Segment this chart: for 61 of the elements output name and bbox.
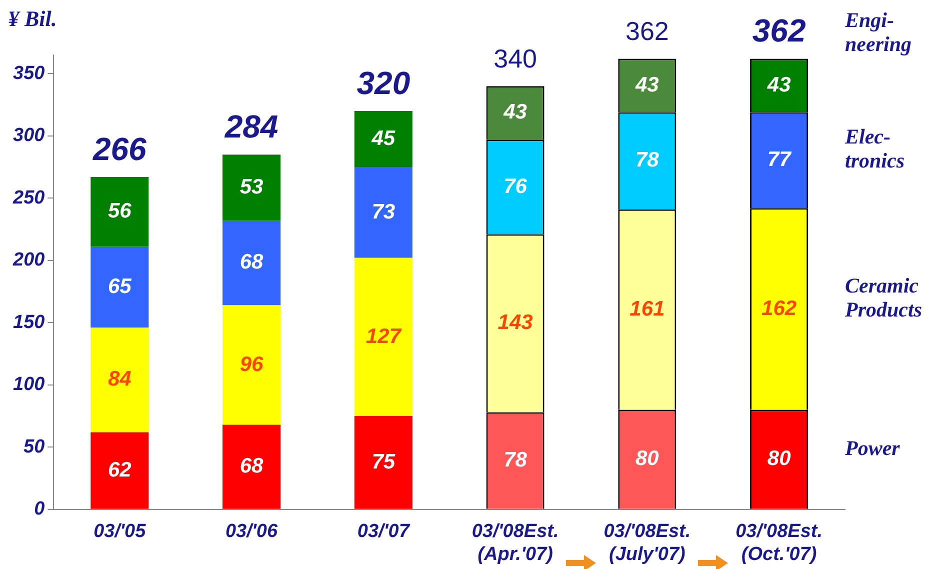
series-label: Power bbox=[844, 436, 901, 460]
y-tick-label: 200 bbox=[12, 250, 46, 271]
bar bbox=[90, 432, 149, 509]
total-label: 284 bbox=[224, 108, 278, 144]
data-label: 162 bbox=[762, 296, 797, 320]
bar bbox=[222, 424, 281, 509]
data-label: 53 bbox=[240, 175, 264, 198]
data-label: 78 bbox=[635, 148, 660, 172]
data-label: 77 bbox=[767, 148, 792, 171]
total-label: 266 bbox=[92, 130, 147, 167]
y-tick-label: 50 bbox=[24, 436, 46, 458]
y-tick-label: 0 bbox=[34, 498, 46, 520]
total-label: 362 bbox=[625, 16, 669, 46]
data-label: 43 bbox=[502, 100, 528, 124]
y-tick-label: 100 bbox=[13, 374, 46, 396]
data-label: 78 bbox=[504, 448, 528, 472]
x-tick-label: 03/'08Est. (Oct.'07) bbox=[736, 521, 823, 565]
data-label: 73 bbox=[372, 200, 396, 224]
x-tick-label: 03/'08Est. (Apr.'07) bbox=[472, 521, 559, 565]
bar bbox=[354, 258, 412, 416]
total-label: 320 bbox=[356, 64, 410, 101]
data-label: 80 bbox=[635, 447, 660, 470]
data-label: 127 bbox=[366, 324, 402, 348]
y-tick-label: 150 bbox=[13, 312, 46, 333]
bar bbox=[90, 246, 149, 328]
data-label: 161 bbox=[630, 297, 665, 320]
series-label: Engi- neering bbox=[844, 8, 912, 56]
y-tick-label: 300 bbox=[13, 125, 46, 146]
total-label: 362 bbox=[752, 12, 806, 49]
y-tick-label: 250 bbox=[12, 187, 46, 208]
x-tick-label: 03/'05 bbox=[94, 521, 146, 542]
x-tick-label: 03/'07 bbox=[357, 521, 411, 542]
y-axis-title: ¥ Bil. bbox=[8, 6, 57, 32]
series-label: Ceramic Products bbox=[844, 273, 922, 322]
data-label: 143 bbox=[498, 311, 534, 334]
data-label: 68 bbox=[240, 250, 264, 274]
data-label: 65 bbox=[108, 274, 132, 298]
bar bbox=[354, 167, 412, 258]
data-label: 43 bbox=[634, 73, 660, 96]
bar bbox=[90, 328, 149, 432]
x-tick-label: 03/'08Est. (July'07) bbox=[604, 521, 691, 565]
data-label: 75 bbox=[372, 450, 396, 474]
bar bbox=[354, 111, 412, 168]
data-label: 62 bbox=[108, 458, 132, 482]
x-tick-label: 03/'06 bbox=[225, 521, 278, 542]
data-label: 84 bbox=[108, 368, 132, 391]
data-label: 43 bbox=[766, 73, 792, 96]
data-label: 76 bbox=[504, 174, 528, 198]
data-label: 80 bbox=[767, 447, 792, 470]
bar bbox=[354, 416, 412, 509]
bar bbox=[222, 305, 281, 425]
y-tick-label: 350 bbox=[13, 62, 46, 84]
bar bbox=[222, 220, 281, 306]
data-label: 96 bbox=[240, 352, 264, 376]
bar bbox=[222, 154, 281, 221]
data-label: 68 bbox=[240, 454, 264, 478]
total-label: 340 bbox=[494, 43, 537, 74]
series-label: Elec- tronics bbox=[844, 124, 905, 173]
bar bbox=[90, 177, 149, 247]
data-label: 56 bbox=[108, 200, 132, 223]
data-label: 45 bbox=[370, 126, 396, 150]
